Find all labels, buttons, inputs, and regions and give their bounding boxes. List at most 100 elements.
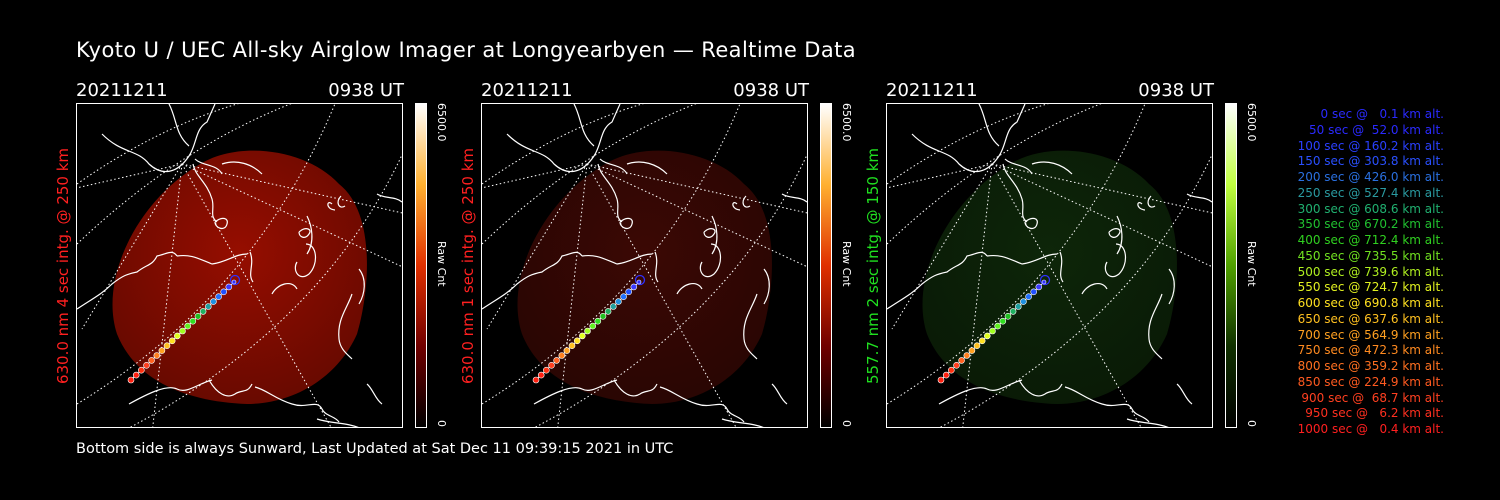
airglow-sky-region (112, 150, 367, 404)
coastline (938, 379, 1023, 405)
coastline (168, 104, 190, 147)
trajectory-point (143, 361, 150, 369)
coastline (573, 104, 595, 147)
lat-lon-gridline (152, 163, 183, 427)
trajectory-origin-marker (229, 274, 241, 286)
trajectory-point (127, 376, 135, 384)
trajectory-point (958, 357, 965, 364)
trajectory-point (153, 352, 161, 359)
trajectory-point (558, 352, 566, 359)
lat-lon-gridline (887, 104, 1146, 405)
colorbar-min: 0 (840, 420, 853, 427)
trajectory-point (1025, 293, 1032, 300)
trajectory-point (174, 332, 181, 340)
coastline (214, 217, 228, 230)
trajectory-point (942, 371, 950, 379)
legend-row: 250 sec @ 527.4 km alt. (1297, 185, 1444, 200)
legend-row: 350 sec @ 670.2 km alt. (1297, 217, 1444, 232)
trajectory-origin-marker (634, 274, 646, 286)
coastline (1031, 161, 1073, 175)
colorbar (820, 103, 832, 428)
coastline (208, 379, 253, 397)
lat-lon-gridline (77, 104, 336, 405)
coastline (77, 251, 178, 310)
lat-lon-gridline (181, 163, 402, 214)
legend-row: 700 sec @ 564.9 km alt. (1297, 327, 1444, 342)
coastline (506, 104, 621, 173)
trajectory-point (1035, 283, 1043, 291)
coastline (699, 243, 721, 278)
coastline (742, 195, 751, 208)
trajectory-point (625, 288, 632, 296)
coastline (376, 193, 402, 203)
trajectory-point (189, 317, 197, 325)
coastline (986, 253, 1058, 265)
coastline (254, 386, 340, 423)
trajectory-point (537, 371, 545, 379)
trajectory-point (199, 308, 207, 315)
panel-time: 0938 UT (1138, 80, 1214, 101)
trajectory-origin-marker (1039, 274, 1051, 286)
coastline (271, 282, 298, 295)
lat-lon-gridline (482, 104, 644, 185)
allsky-image (76, 103, 403, 428)
panel-date: 20211211 (886, 80, 978, 101)
lat-lon-gridline (887, 163, 993, 189)
trajectory-point (158, 347, 166, 354)
lat-lon-gridline (482, 163, 588, 189)
lat-lon-gridline (991, 163, 1212, 268)
coastline (221, 161, 263, 175)
trajectory-point (548, 361, 555, 369)
coastline (128, 379, 213, 405)
lat-lon-gridline (486, 163, 588, 330)
lat-lon-gridline (482, 104, 741, 405)
trajectory-point (231, 279, 237, 285)
lat-lon-gridline (77, 104, 239, 185)
trajectory-point (563, 347, 571, 354)
coastline (194, 158, 223, 175)
lat-lon-gridline (991, 163, 1142, 427)
lat-lon-gridline (891, 163, 993, 330)
coastline (732, 202, 741, 211)
coastline (743, 293, 758, 360)
legend-row: 750 sec @ 472.3 km alt. (1297, 343, 1444, 358)
coastline (1002, 163, 1028, 223)
colorbar (415, 103, 427, 428)
trajectory-point (1041, 279, 1047, 285)
trajectory-point (573, 337, 581, 345)
footer-status: Bottom side is always Sunward, Last Upda… (76, 441, 674, 457)
lat-lon-gridline (181, 163, 332, 427)
coastline (781, 193, 807, 203)
trajectory-point (610, 303, 617, 310)
coastline (101, 104, 216, 173)
legend-row: 200 sec @ 426.0 km alt. (1297, 170, 1444, 184)
legend-row: 900 sec @ 68.7 km alt. (1301, 390, 1444, 405)
trajectory-point (163, 342, 171, 349)
coastline (337, 195, 346, 208)
legend-row: 300 sec @ 608.6 km alt. (1297, 201, 1444, 216)
colorbar-max: 6500.0 (840, 103, 853, 142)
airglow-sky-region (922, 150, 1177, 404)
trajectory-point (205, 303, 212, 310)
coastline (1148, 293, 1163, 360)
legend-row: 950 sec @ 6.2 km alt. (1305, 406, 1444, 421)
coastline (1004, 158, 1033, 175)
lat-lon-gridline (81, 163, 183, 330)
coastline (1104, 243, 1126, 278)
trajectory-point (1015, 303, 1022, 310)
trajectory-point (937, 376, 945, 384)
coastline (911, 104, 1026, 173)
colorbar-min: 0 (435, 420, 448, 427)
trajectory-point (989, 327, 996, 335)
trajectory-point (994, 322, 1001, 330)
trajectory-point (584, 327, 591, 335)
trajectory-point (620, 293, 627, 300)
legend-row: 100 sec @ 160.2 km alt. (1297, 138, 1444, 153)
trajectory-point (138, 366, 145, 374)
trajectory-point (1009, 308, 1017, 315)
legend-row: 1000 sec @ 0.4 km alt. (1297, 422, 1444, 436)
trajectory-point (984, 332, 991, 340)
coastline (1168, 268, 1175, 305)
trajectory-point (543, 366, 550, 374)
coastline (771, 383, 788, 405)
